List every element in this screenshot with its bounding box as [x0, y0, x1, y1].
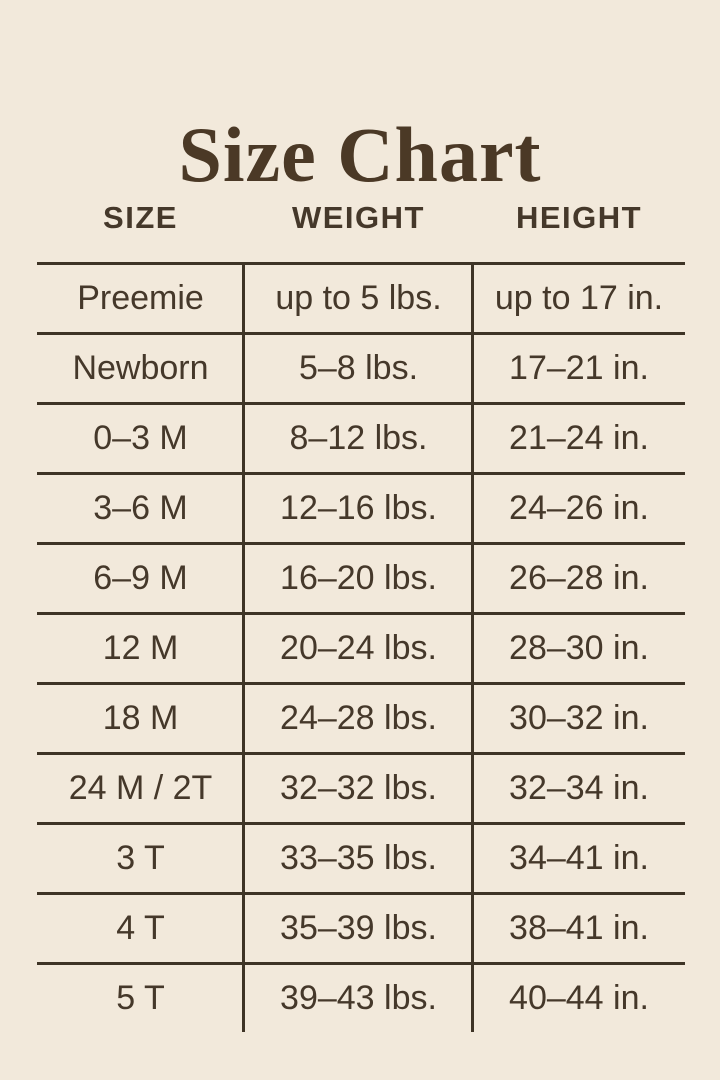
table-row: 3–6 M 12–16 lbs. 24–26 in.: [37, 472, 685, 542]
table-row: 12 M 20–24 lbs. 28–30 in.: [37, 612, 685, 682]
table-row: 6–9 M 16–20 lbs. 26–28 in.: [37, 542, 685, 612]
height-cell: up to 17 in.: [494, 279, 664, 317]
table-header-row: SIZE WEIGHT HEIGHT: [37, 196, 685, 240]
height-cell: 26–28 in.: [509, 559, 649, 597]
table-row: 18 M 24–28 lbs. 30–32 in.: [37, 682, 685, 752]
table-row: 5 T 39–43 lbs. 40–44 in.: [37, 962, 685, 1032]
weight-cell: 33–35 lbs.: [280, 839, 437, 877]
table-row: Newborn 5–8 lbs. 17–21 in.: [37, 332, 685, 402]
size-cell: 24 M / 2T: [68, 769, 213, 807]
column-header-weight: WEIGHT: [292, 200, 425, 235]
column-header-height: HEIGHT: [515, 200, 643, 235]
height-cell: 34–41 in.: [509, 839, 649, 877]
table-row: 0–3 M 8–12 lbs. 21–24 in.: [37, 402, 685, 472]
height-cell: 38–41 in.: [509, 909, 649, 947]
size-cell: 0–3 M: [93, 419, 188, 457]
weight-cell: 39–43 lbs.: [280, 979, 437, 1017]
weight-cell: 24–28 lbs.: [280, 699, 437, 737]
size-cell: 6–9 M: [93, 559, 188, 597]
weight-cell: up to 5 lbs.: [275, 279, 442, 317]
column-header-size: SIZE: [103, 200, 178, 235]
height-cell: 32–34 in.: [509, 769, 649, 807]
weight-cell: 5–8 lbs.: [298, 349, 419, 387]
size-cell: Preemie: [77, 279, 204, 317]
table-row: 4 T 35–39 lbs. 38–41 in.: [37, 892, 685, 962]
page-title: Size Chart: [178, 111, 542, 199]
weight-cell: 8–12 lbs.: [289, 419, 428, 457]
height-cell: 30–32 in.: [509, 699, 649, 737]
height-cell: 24–26 in.: [509, 489, 649, 527]
weight-cell: 35–39 lbs.: [280, 909, 437, 947]
table-row: Preemie up to 5 lbs. up to 17 in.: [37, 262, 685, 332]
size-cell: 12 M: [102, 629, 179, 667]
height-cell: 21–24 in.: [509, 419, 649, 457]
size-table-rows: Preemie up to 5 lbs. up to 17 in. Newbor…: [37, 262, 685, 1032]
weight-cell: 32–32 lbs.: [280, 769, 437, 807]
size-cell: 3 T: [116, 839, 165, 877]
size-cell: 5 T: [116, 979, 165, 1017]
weight-cell: 16–20 lbs.: [280, 559, 437, 597]
weight-cell: 12–16 lbs.: [280, 489, 437, 527]
table-row: 3 T 33–35 lbs. 34–41 in.: [37, 822, 685, 892]
size-cell: 4 T: [116, 909, 165, 947]
column-divider-1: [242, 262, 245, 1032]
size-cell: Newborn: [72, 349, 209, 387]
size-table: Preemie up to 5 lbs. up to 17 in. Newbor…: [37, 262, 685, 1032]
weight-cell: 20–24 lbs.: [280, 629, 437, 667]
column-divider-2: [471, 262, 474, 1032]
size-cell: 3–6 M: [93, 489, 188, 527]
height-cell: 17–21 in.: [509, 349, 649, 387]
table-row: 24 M / 2T 32–32 lbs. 32–34 in.: [37, 752, 685, 822]
height-cell: 28–30 in.: [509, 629, 649, 667]
size-cell: 18 M: [102, 699, 179, 737]
height-cell: 40–44 in.: [509, 979, 649, 1017]
